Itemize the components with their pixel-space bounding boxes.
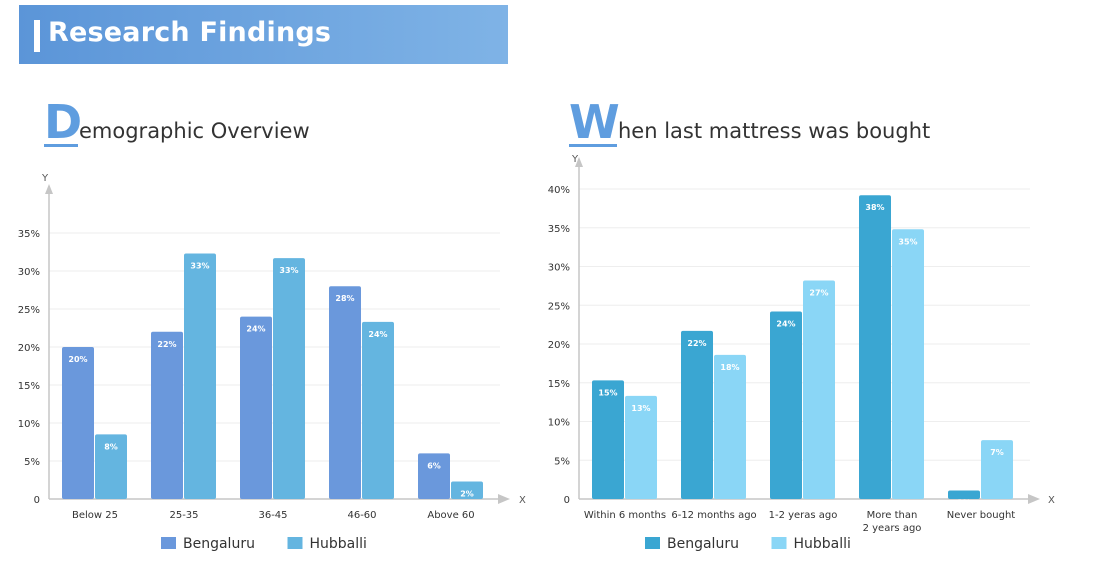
left-y-tick-label: 20% <box>18 343 40 354</box>
right-data-label: 35% <box>898 237 917 246</box>
left-bar-hubballi <box>273 258 305 499</box>
right-data-label: 38% <box>865 203 884 212</box>
right-data-label: 18% <box>720 363 739 372</box>
right-x-axis-arrow <box>1028 494 1040 504</box>
left-data-label: 20% <box>68 355 87 364</box>
right-x-tick-label: 1-2 yeras ago <box>769 510 838 521</box>
left-x-tick-label: 46-60 <box>347 510 376 521</box>
left-y-axis-arrow <box>45 184 53 194</box>
right-legend-swatch-hubballi <box>771 537 787 549</box>
left-bar-bengaluru <box>62 347 94 499</box>
left-bar-bengaluru <box>151 331 183 499</box>
right-legend-swatch-bengaluru <box>645 537 660 549</box>
right-data-label: 15% <box>598 388 617 397</box>
left-data-label: 8% <box>104 442 118 451</box>
left-bar-hubballi <box>95 434 127 499</box>
left-legend-swatch-bengaluru <box>161 537 176 549</box>
right-y-tick-label: 15% <box>548 379 570 390</box>
left-bar-hubballi <box>184 253 216 499</box>
right-bar-hubballi <box>803 280 835 499</box>
left-data-label: 33% <box>190 262 209 271</box>
header-banner: Research Findings <box>19 5 508 64</box>
right-y-tick-label: 40% <box>548 185 570 196</box>
left-data-label: 24% <box>246 325 265 334</box>
left-data-label: 33% <box>279 266 298 275</box>
left-legend-label-bengaluru: Bengaluru <box>183 536 255 552</box>
right-y-tick-label: 25% <box>548 301 570 312</box>
right-bar-bengaluru <box>948 490 980 499</box>
right-y-tick-label: 5% <box>554 456 570 467</box>
right-data-label: 7% <box>990 448 1004 457</box>
right-bar-hubballi <box>892 229 924 500</box>
right-bar-bengaluru <box>770 311 802 499</box>
right-bar-hubballi <box>714 354 746 499</box>
left-data-label: 6% <box>427 461 441 470</box>
left-chart-title-initial: D <box>44 95 82 149</box>
right-bar-bengaluru <box>681 330 713 499</box>
right-bar-hubballi <box>625 395 657 499</box>
left-y-tick-label: 0 <box>34 495 40 506</box>
right-bar-bengaluru <box>859 195 891 499</box>
left-bar-bengaluru <box>240 316 272 499</box>
left-data-label: 28% <box>335 294 354 303</box>
page-title: Research Findings <box>48 17 332 48</box>
right-y-tick-label: 0 <box>564 495 570 506</box>
right-y-axis-arrow <box>575 157 583 167</box>
left-y-tick-label: 30% <box>18 267 40 278</box>
left-y-tick-label: 15% <box>18 381 40 392</box>
left-y-tick-label: 10% <box>18 419 40 430</box>
right-x-tick-label: More than <box>867 510 918 521</box>
right-data-label: 13% <box>631 404 650 413</box>
right-data-label: 24% <box>776 319 795 328</box>
banner-accent-bar <box>34 20 40 52</box>
left-y-tick-label: 35% <box>18 229 40 240</box>
right-y-tick-label: 30% <box>548 263 570 274</box>
right-y-tick-label: 20% <box>548 340 570 351</box>
right-chart-title-initial: W <box>569 95 620 149</box>
left-bar-bengaluru <box>329 286 361 499</box>
right-legend-label-hubballi: Hubballi <box>794 536 851 552</box>
left-x-axis-arrow <box>498 494 510 504</box>
left-x-tick-label: 25-35 <box>169 510 198 521</box>
left-bar-bengaluru <box>418 453 450 499</box>
right-x-tick-label: 6-12 months ago <box>671 510 756 521</box>
right-y-tick-label: 35% <box>548 224 570 235</box>
right-chart-title: hen last mattress was bought <box>618 119 930 143</box>
left-y-tick-label: 25% <box>18 305 40 316</box>
right-x-tick-label: Within 6 months <box>584 510 666 521</box>
right-x-tick-label: Never bought <box>947 510 1015 521</box>
right-x-axis-label: X <box>1048 495 1055 506</box>
left-x-tick-label: Below 25 <box>72 510 118 521</box>
right-chart-title-underline <box>569 144 617 147</box>
left-data-label: 2% <box>460 490 474 499</box>
left-chart-title: emographic Overview <box>79 119 310 143</box>
left-x-tick-label: 36-45 <box>258 510 287 521</box>
right-data-label: 1% <box>957 498 971 507</box>
right-bar-bengaluru <box>592 380 624 499</box>
left-legend-label-hubballi: Hubballi <box>310 536 367 552</box>
right-data-label: 27% <box>809 288 828 297</box>
right-legend-label-bengaluru: Bengaluru <box>667 536 739 552</box>
left-y-axis-label: Y <box>41 173 49 184</box>
left-x-tick-label: Above 60 <box>427 510 474 521</box>
left-data-label: 22% <box>157 340 176 349</box>
left-bar-hubballi <box>362 321 394 499</box>
left-chart-title-underline <box>44 144 78 147</box>
left-data-label: 24% <box>368 330 387 339</box>
right-y-tick-label: 10% <box>548 418 570 429</box>
left-legend-swatch-hubballi <box>287 537 303 549</box>
right-x-tick-label: 2 years ago <box>863 523 922 534</box>
right-data-label: 22% <box>687 339 706 348</box>
left-bar-hubballi <box>451 481 483 499</box>
right-y-axis-label: Y <box>571 154 579 165</box>
left-y-tick-label: 5% <box>24 457 40 468</box>
right-bar-hubballi <box>981 440 1013 499</box>
left-x-axis-label: X <box>519 495 526 506</box>
